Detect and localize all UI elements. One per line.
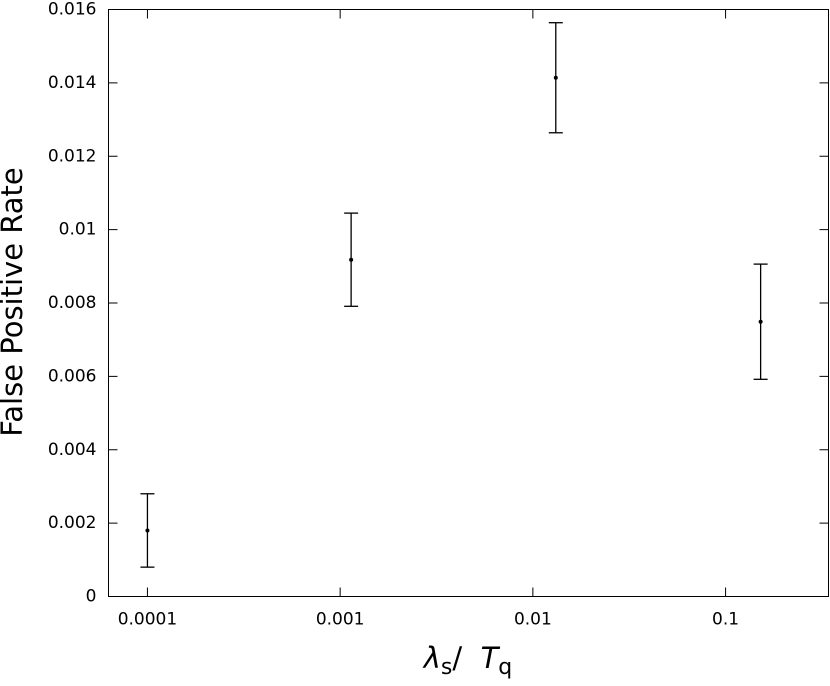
y-tick-label: 0.008 — [48, 293, 97, 313]
x-label-part: / — [452, 641, 480, 675]
x-label-part: λ — [422, 641, 441, 675]
x-tick-label: 0.01 — [514, 610, 552, 630]
y-tick-label: 0.012 — [48, 146, 97, 166]
point — [145, 528, 150, 533]
point — [758, 319, 763, 324]
y-tick-label: 0.004 — [48, 440, 97, 460]
y-axis-label: False Positive Rate — [0, 167, 29, 437]
y-tick-label: 0.01 — [59, 220, 97, 240]
x-tick-label: 0.001 — [316, 610, 365, 630]
x-axis-label: λs/ Tq — [422, 641, 513, 680]
x-tick-label: 0.0001 — [118, 610, 177, 630]
y-tick-label: 0.002 — [48, 513, 97, 533]
x-tick-label: 0.1 — [712, 610, 739, 630]
x-label-part: s — [441, 655, 452, 680]
x-label-part: q — [498, 655, 512, 680]
point — [349, 257, 354, 262]
x-label-part: T — [481, 641, 501, 675]
y-tick-label: 0.016 — [48, 0, 97, 20]
point — [553, 75, 558, 80]
plot-frame — [108, 9, 829, 597]
y-tick-label: 0.014 — [48, 73, 97, 93]
y-tick-label: 0.006 — [48, 366, 97, 386]
y-tick-label: 0 — [86, 587, 97, 607]
